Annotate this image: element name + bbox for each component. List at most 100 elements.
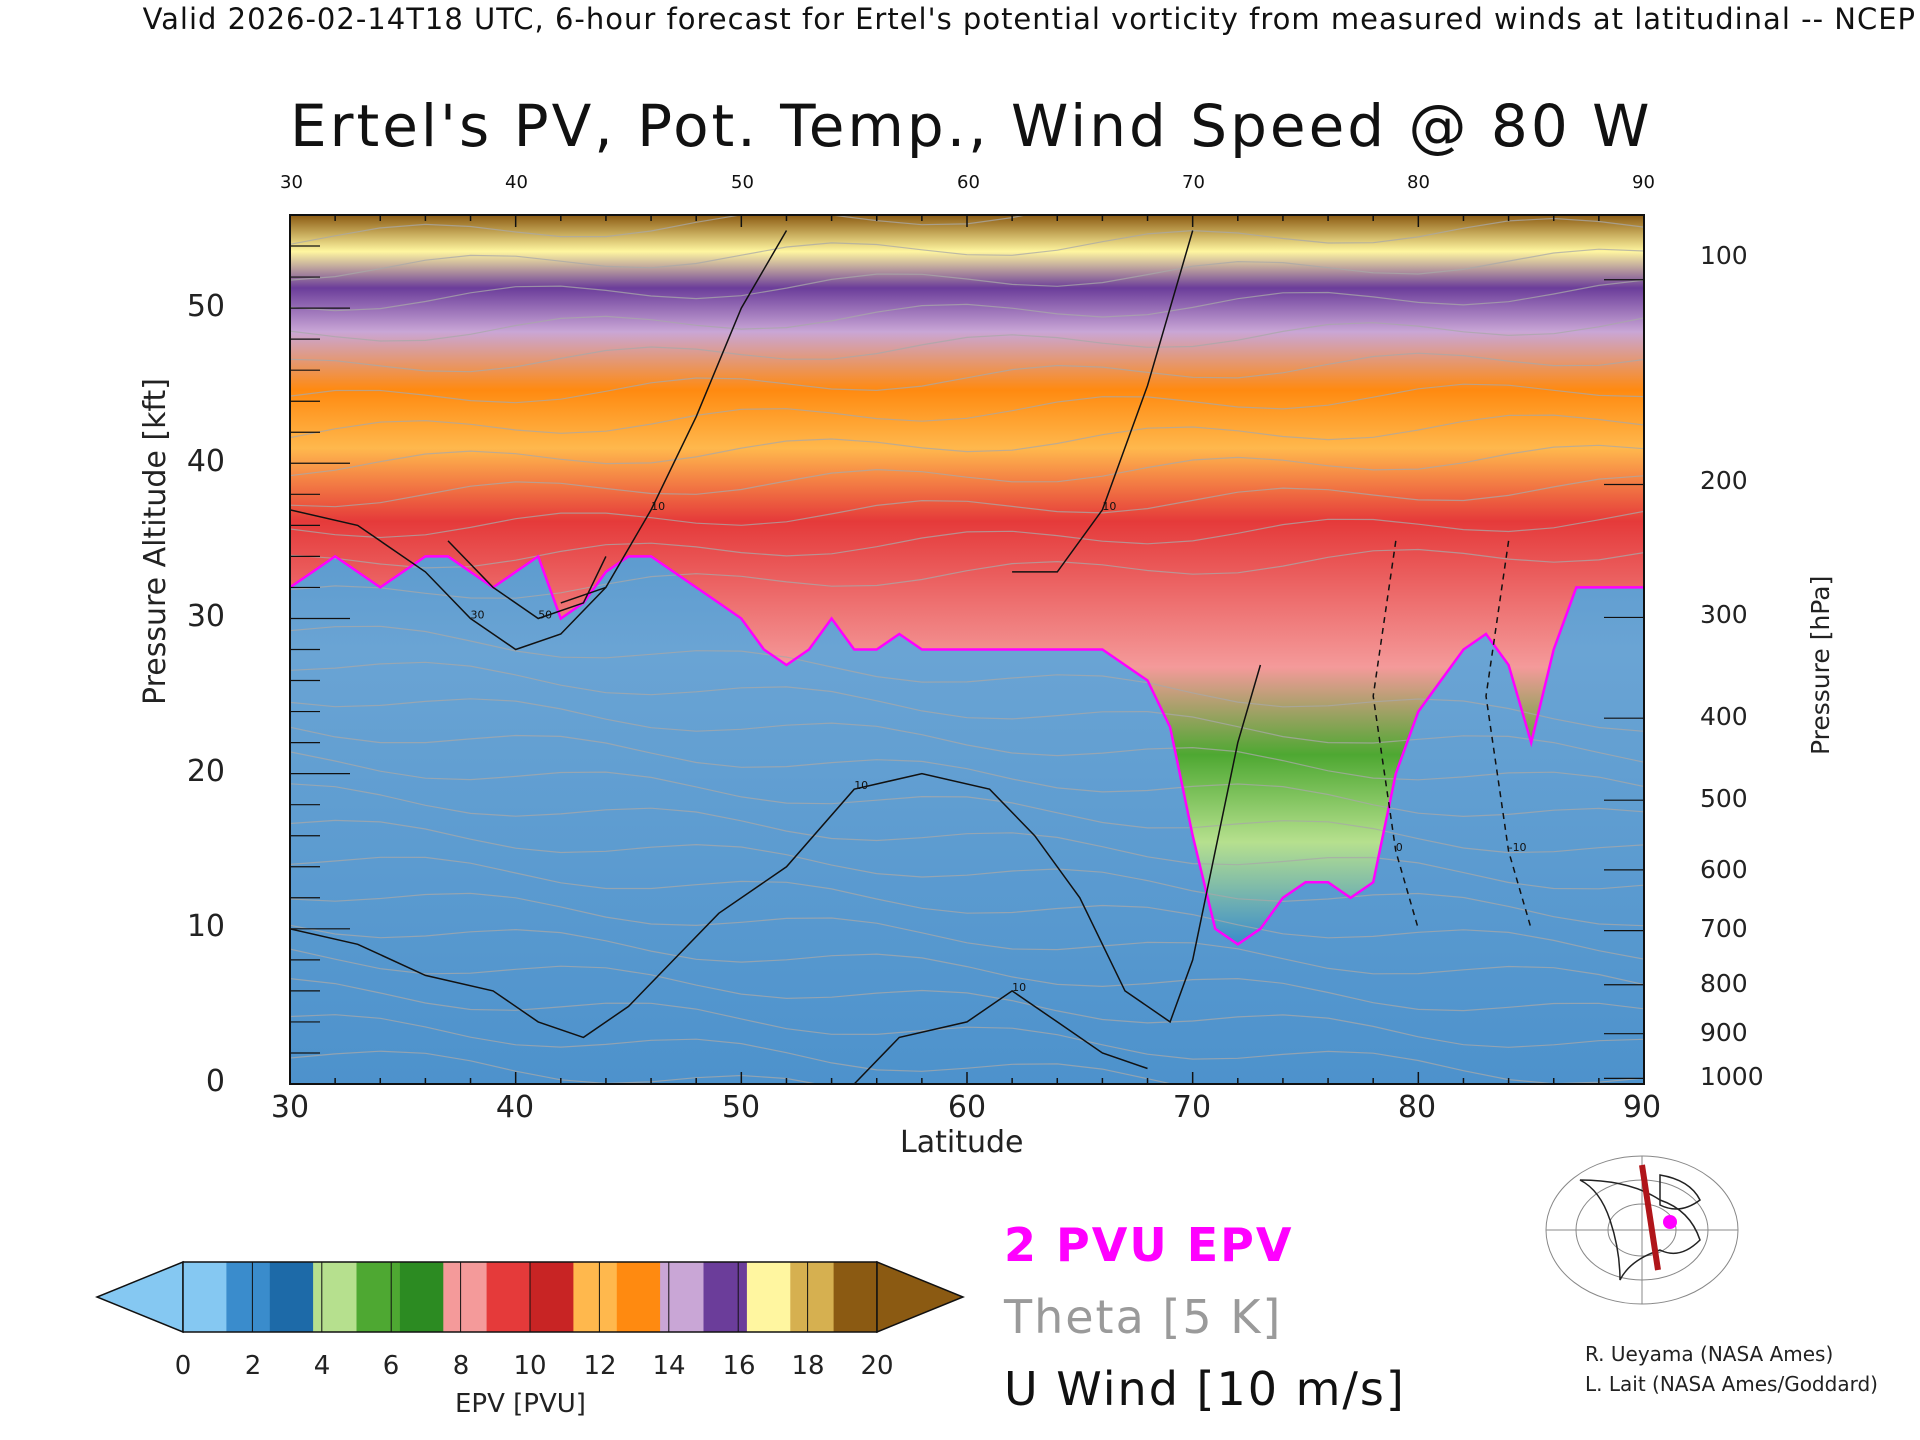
header-line: Valid 2026-02-14T18 UTC, 6-hour forecast… <box>142 2 1916 36</box>
theta-contour <box>290 924 1644 1012</box>
theta-contour <box>290 248 1644 312</box>
colorbar-segment <box>530 1262 574 1332</box>
pressure-tick: 100 <box>1700 241 1748 270</box>
top-tick: 40 <box>505 172 528 193</box>
y-tick: 0 <box>205 1064 225 1099</box>
y-tick: 50 <box>186 289 225 324</box>
theta-contour <box>290 698 1644 788</box>
colorbar-segment <box>183 1262 227 1332</box>
wind-contour <box>1372 540 1420 930</box>
colorbar-segment <box>616 1262 661 1332</box>
theta-contour <box>290 892 1644 986</box>
top-tick: 50 <box>731 172 754 193</box>
pressure-tick: 900 <box>1700 1018 1748 1047</box>
pv-2pvu-line <box>290 554 1644 946</box>
wind-contour <box>447 540 607 620</box>
top-tick: 80 <box>1407 172 1430 193</box>
axis-ticks <box>289 214 1645 1085</box>
colorbar-tick: 16 <box>722 1351 756 1381</box>
x-tick: 40 <box>495 1090 535 1125</box>
y-axis-label-right: Pressure [hPa] <box>1806 575 1835 755</box>
x-axis-label: Latitude <box>900 1125 1024 1160</box>
theta-contour <box>290 510 1644 569</box>
theta-contour <box>290 414 1644 477</box>
locator-map <box>1544 1155 1740 1305</box>
pressure-tick: 300 <box>1700 600 1748 629</box>
chart-title: Ertel's PV, Pot. Temp., Wind Speed @ 80 … <box>290 92 1653 160</box>
theta-contour <box>290 819 1644 927</box>
colorbar-tick: 4 <box>313 1351 331 1381</box>
legend-wind: U Wind [10 m/s] <box>1004 1362 1406 1416</box>
colorbar-segment <box>356 1262 401 1332</box>
colorbar-segment <box>486 1262 531 1332</box>
credit-line: R. Ueyama (NASA Ames) <box>1585 1342 1834 1366</box>
y-axis-label: Pressure Altitude [kft] <box>138 378 173 705</box>
colorbar-segment <box>703 1262 748 1332</box>
legend-pv: 2 PVU EPV <box>1004 1218 1294 1272</box>
stratosphere-fill <box>290 215 1644 945</box>
top-tick: 90 <box>1632 172 1655 193</box>
theta-contour <box>290 783 1644 890</box>
wind-contour <box>560 230 788 604</box>
colorbar-tick: 2 <box>244 1351 262 1381</box>
colorbar-segment <box>660 1262 705 1332</box>
colorbar-segment <box>833 1262 878 1332</box>
colorbar-tick: 6 <box>382 1351 400 1381</box>
theta-contour <box>290 1014 1175 1084</box>
theta-contour <box>290 317 1644 373</box>
wind-contour <box>1485 540 1532 930</box>
x-tick: 60 <box>947 1090 987 1125</box>
wind-contour <box>290 664 1262 1039</box>
theta-contour <box>290 751 1644 854</box>
wind-contour-label: 10 <box>1102 500 1116 513</box>
wind-contour <box>853 989 1148 1084</box>
colorbar-segment <box>269 1262 314 1332</box>
colorbar-tick: 14 <box>652 1351 686 1381</box>
colorbar-tick: 0 <box>174 1351 192 1381</box>
x-tick: 30 <box>270 1090 310 1125</box>
theta-contour <box>290 625 1644 732</box>
wind-contour-label: 10 <box>854 779 868 792</box>
colorbar <box>95 1260 965 1334</box>
colorbar-tick: 20 <box>860 1351 894 1381</box>
y-tick: 10 <box>186 909 225 944</box>
x-tick: 90 <box>1622 1090 1662 1125</box>
colorbar-tick: 8 <box>452 1351 470 1381</box>
colorbar-tick: 10 <box>513 1351 547 1381</box>
pressure-tick: 800 <box>1700 969 1748 998</box>
colorbar-label: EPV [PVU] <box>455 1389 586 1419</box>
y-tick: 20 <box>186 754 225 789</box>
top-tick: 60 <box>957 172 980 193</box>
pressure-tick: 600 <box>1700 855 1748 884</box>
plot-area: 10 10 30 50 10 10 0 -10 <box>290 125 1644 1084</box>
theta-contour <box>290 125 1644 176</box>
theta-contour <box>290 1050 821 1084</box>
colorbar-segment <box>226 1262 271 1332</box>
wind-contour <box>1012 230 1194 573</box>
colorbar-segment <box>313 1262 358 1332</box>
y-tick: 40 <box>186 444 225 479</box>
colorbar-segment <box>746 1262 791 1332</box>
pressure-tick: 500 <box>1700 784 1748 813</box>
top-tick: 30 <box>280 172 303 193</box>
theta-contour <box>290 217 1644 281</box>
theta-contour <box>290 978 1644 1084</box>
wind-contour <box>290 509 607 651</box>
pressure-tick: 400 <box>1700 702 1748 731</box>
colorbar-segment <box>443 1262 488 1332</box>
x-tick: 80 <box>1397 1090 1437 1125</box>
theta-contour <box>290 726 1644 818</box>
pressure-tick: 200 <box>1700 466 1748 495</box>
theta-contour <box>290 661 1644 763</box>
wind-contour-label: -10 <box>1509 841 1527 854</box>
legend-theta: Theta [5 K] <box>1004 1290 1283 1344</box>
wind-contour-label: 0 <box>1396 841 1403 854</box>
credit-line: L. Lait (NASA Ames/Goddard) <box>1585 1372 1878 1396</box>
y-tick: 30 <box>186 599 225 634</box>
colorbar-tick: 18 <box>791 1351 825 1381</box>
colorbar-under <box>95 1260 184 1334</box>
theta-contour <box>290 352 1644 404</box>
x-tick: 50 <box>721 1090 761 1125</box>
colorbar-segment <box>573 1262 618 1332</box>
wind-contour-label: 10 <box>1012 981 1026 994</box>
